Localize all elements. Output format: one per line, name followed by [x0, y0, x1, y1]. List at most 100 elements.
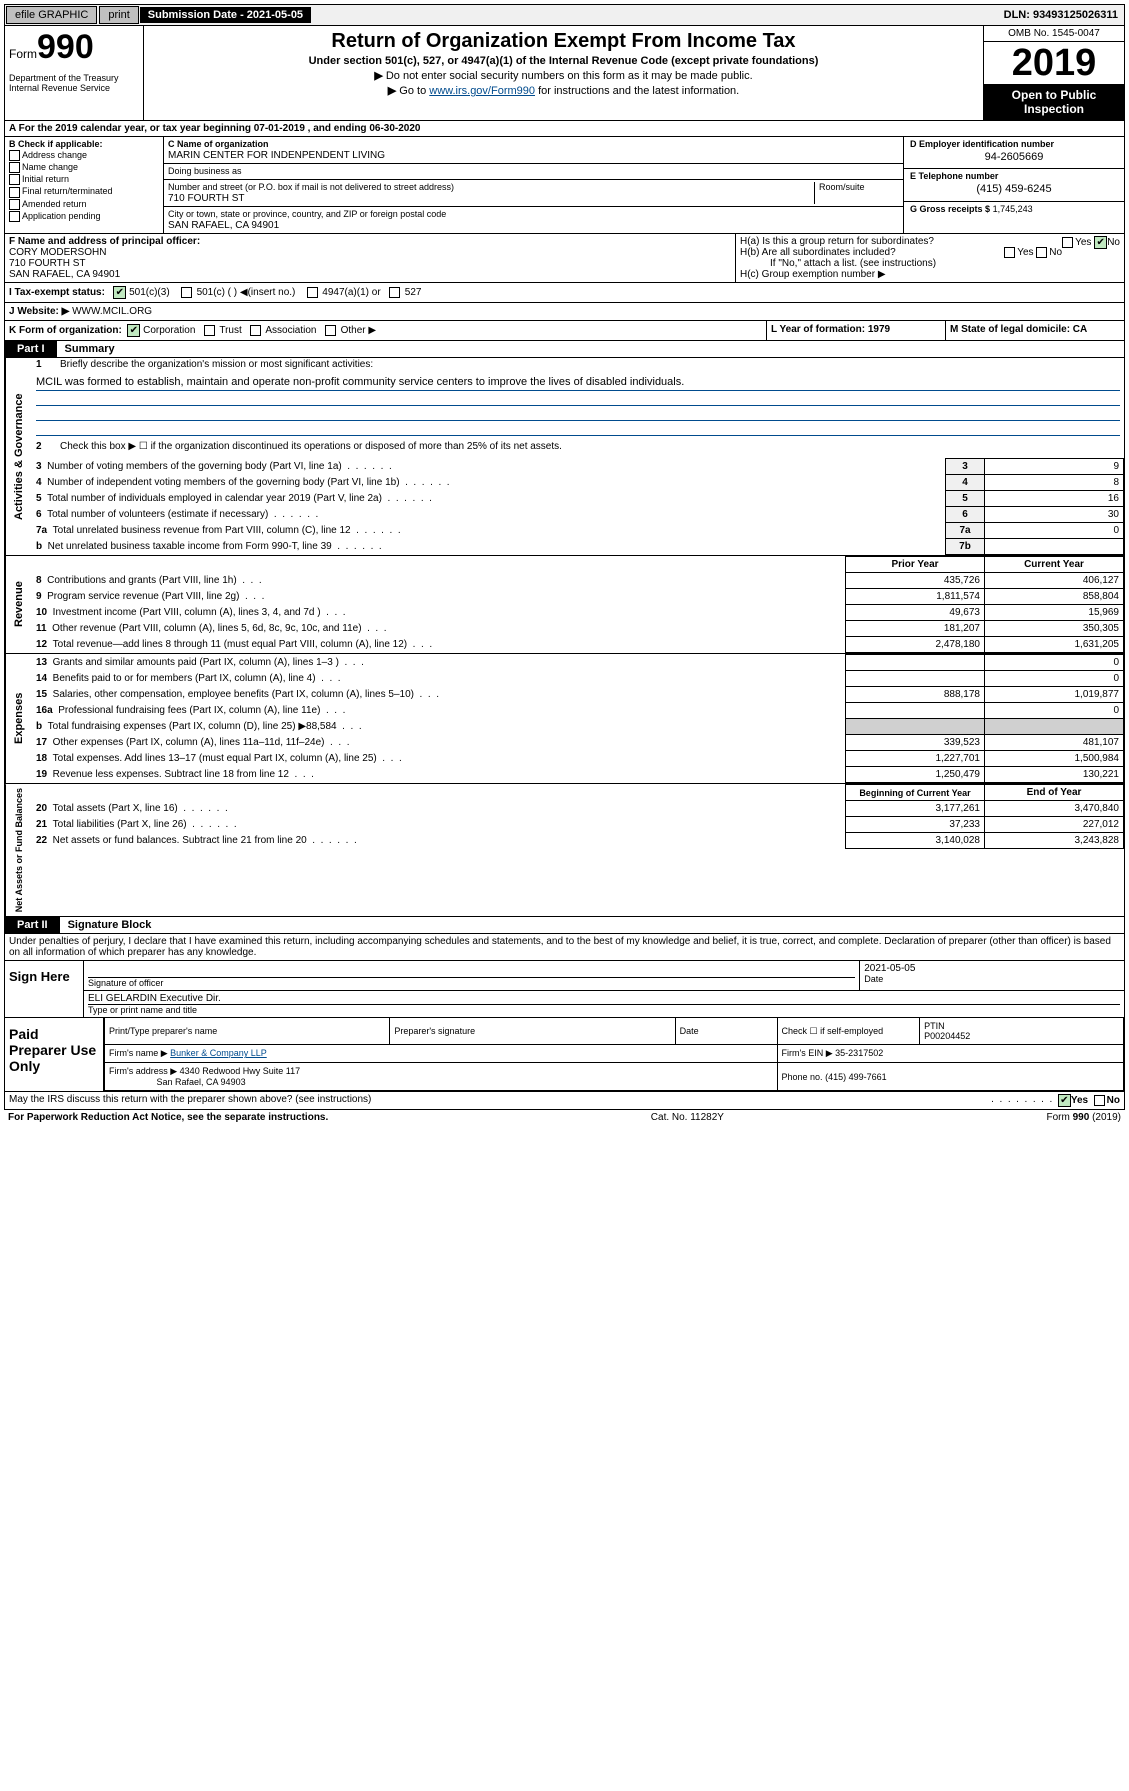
box-c-name-label: C Name of organization	[168, 139, 269, 149]
revenue-section: Revenue Prior YearCurrent Year 8 Contrib…	[4, 556, 1125, 654]
room-label: Room/suite	[819, 182, 899, 192]
revenue-line-10: 10 Investment income (Part VIII, column …	[32, 605, 1124, 621]
instruction-2-pre: Go to	[399, 85, 429, 97]
part-2-title: Signature Block	[60, 917, 160, 933]
box-l: L Year of formation: 1979	[771, 324, 890, 335]
expense-line-13: 13 Grants and similar amounts paid (Part…	[32, 655, 1124, 671]
city-value: SAN RAFAEL, CA 94901	[168, 220, 899, 231]
chk-final-return[interactable]: Final return/terminated	[9, 186, 159, 197]
sig-date: 2021-05-05	[864, 963, 1120, 974]
sign-here-label: Sign Here	[5, 961, 84, 1017]
revenue-table: Prior YearCurrent Year 8 Contributions a…	[32, 556, 1124, 653]
print-button[interactable]: print	[99, 6, 138, 24]
chk-initial-return[interactable]: Initial return	[9, 174, 159, 185]
box-j-row: J Website: ▶ WWW.MCIL.ORG	[4, 303, 1125, 321]
open-inspection: Open to Public Inspection	[984, 84, 1124, 120]
declaration-text: Under penalties of perjury, I declare th…	[4, 934, 1125, 961]
main-title: Return of Organization Exempt From Incom…	[148, 30, 979, 53]
tax-year: 2019	[984, 42, 1124, 84]
mission-text: MCIL was formed to establish, maintain a…	[36, 376, 1120, 391]
chk-corporation[interactable]: ✔	[127, 324, 140, 337]
line-2: Check this box ▶ ☐ if the organization d…	[60, 441, 1120, 452]
expense-line-18: 18 Total expenses. Add lines 13–17 (must…	[32, 751, 1124, 767]
net-line-20: 20 Total assets (Part X, line 16) . . . …	[32, 801, 1124, 817]
net-assets-section: Net Assets or Fund Balances Beginning of…	[4, 784, 1125, 917]
side-revenue: Revenue	[5, 556, 32, 653]
summary-line-5: 5 Total number of individuals employed i…	[32, 491, 1124, 507]
chk-amended-return[interactable]: Amended return	[9, 199, 159, 210]
irs-link[interactable]: www.irs.gov/Form990	[429, 85, 535, 97]
box-g-label: G Gross receipts $	[910, 204, 990, 214]
box-d-label: D Employer identification number	[910, 139, 1118, 149]
firm-name-label: Firm's name ▶	[109, 1048, 168, 1058]
chk-name-change[interactable]: Name change	[9, 162, 159, 173]
expenses-section: Expenses 13 Grants and similar amounts p…	[4, 654, 1125, 784]
cat-no: Cat. No. 11282Y	[651, 1112, 724, 1123]
summary-line-7a: 7a Total unrelated business revenue from…	[32, 523, 1124, 539]
side-net: Net Assets or Fund Balances	[5, 784, 32, 916]
summary-line-6: 6 Total number of volunteers (estimate i…	[32, 507, 1124, 523]
chk-application-pending[interactable]: Application pending	[9, 211, 159, 222]
rev-hdr-prior: Prior Year	[846, 557, 985, 573]
box-m: M State of legal domicile: CA	[950, 324, 1087, 335]
expense-line-b: b Total fundraising expenses (Part IX, c…	[32, 719, 1124, 735]
h-a-label: H(a) Is this a group return for subordin…	[740, 236, 934, 247]
officer-printed-name: ELI GELARDIN Executive Dir.	[88, 993, 1120, 1005]
expense-line-17: 17 Other expenses (Part IX, column (A), …	[32, 735, 1124, 751]
form-word: Form	[9, 47, 37, 61]
revenue-line-11: 11 Other revenue (Part VIII, column (A),…	[32, 621, 1124, 637]
printed-name-label: Type or print name and title	[88, 1005, 1120, 1015]
side-expenses: Expenses	[5, 654, 32, 783]
expense-line-15: 15 Salaries, other compensation, employe…	[32, 687, 1124, 703]
gross-receipts: 1,745,243	[993, 204, 1033, 214]
box-k-row: K Form of organization: ✔ Corporation Tr…	[4, 321, 1125, 341]
firm-addr2: San Rafael, CA 94903	[157, 1077, 246, 1087]
org-name: MARIN CENTER FOR INDENPENDENT LIVING	[168, 150, 899, 161]
section-fh: F Name and address of principal officer:…	[4, 234, 1125, 283]
paid-preparer-section: Paid Preparer Use Only Print/Type prepar…	[4, 1018, 1125, 1092]
h-b-note: If "No," attach a list. (see instruction…	[740, 258, 1120, 269]
instruction-1: Do not enter social security numbers on …	[386, 70, 753, 82]
firm-ein-label: Firm's EIN ▶	[782, 1048, 833, 1058]
submission-date: Submission Date - 2021-05-05	[140, 7, 311, 23]
phone-value: (415) 459-6245	[910, 183, 1118, 195]
chk-501c3[interactable]: ✔	[113, 286, 126, 299]
form-header: Form990 Department of the Treasury Inter…	[4, 26, 1125, 121]
expense-line-16a: 16a Professional fundraising fees (Part …	[32, 703, 1124, 719]
paperwork-notice: For Paperwork Reduction Act Notice, see …	[8, 1112, 328, 1123]
expenses-table: 13 Grants and similar amounts paid (Part…	[32, 654, 1124, 783]
officer-name: CORY MODERSOHN	[9, 247, 731, 258]
box-b-label: B Check if applicable:	[9, 139, 159, 149]
prep-sig-hdr: Preparer's signature	[394, 1026, 670, 1036]
section-bcd: B Check if applicable: Address change Na…	[4, 137, 1125, 234]
prep-date-hdr: Date	[680, 1026, 773, 1036]
summary-line-4: 4 Number of independent voting members o…	[32, 475, 1124, 491]
part-2-header: Part II Signature Block	[4, 917, 1125, 934]
sig-date-label: Date	[864, 974, 1120, 984]
net-table: Beginning of Current YearEnd of Year 20 …	[32, 784, 1124, 849]
firm-addr: 4340 Redwood Hwy Suite 117	[180, 1066, 300, 1076]
omb-number: OMB No. 1545-0047	[984, 26, 1124, 42]
h-a-no-check[interactable]: ✔	[1094, 236, 1107, 249]
h-b-label: H(b) Are all subordinates included?	[740, 247, 896, 258]
firm-name[interactable]: Bunker & Company LLP	[170, 1048, 267, 1058]
discuss-yes-check[interactable]: ✔	[1058, 1094, 1071, 1107]
revenue-line-9: 9 Program service revenue (Part VIII, li…	[32, 589, 1124, 605]
revenue-line-12: 12 Total revenue—add lines 8 through 11 …	[32, 637, 1124, 653]
firm-ein: 35-2317502	[835, 1048, 883, 1058]
side-governance: Activities & Governance	[5, 358, 32, 555]
chk-address-change[interactable]: Address change	[9, 150, 159, 161]
part-1-tag: Part I	[5, 341, 57, 357]
firm-phone-label: Phone no.	[782, 1072, 823, 1082]
city-label: City or town, state or province, country…	[168, 209, 899, 219]
street-value: 710 FOURTH ST	[168, 193, 814, 204]
summary-line-b: b Net unrelated business taxable income …	[32, 539, 1124, 555]
net-hdr-end: End of Year	[985, 785, 1124, 801]
firm-addr-label: Firm's address ▶	[109, 1066, 177, 1076]
dba-label: Doing business as	[168, 166, 899, 176]
governance-table: 3 Number of voting members of the govern…	[32, 458, 1124, 555]
efile-button[interactable]: efile GRAPHIC	[6, 6, 97, 24]
dln-label: DLN: 93493125026311	[998, 7, 1124, 23]
net-hdr-begin: Beginning of Current Year	[846, 785, 985, 801]
officer-street: 710 FOURTH ST	[9, 258, 731, 269]
